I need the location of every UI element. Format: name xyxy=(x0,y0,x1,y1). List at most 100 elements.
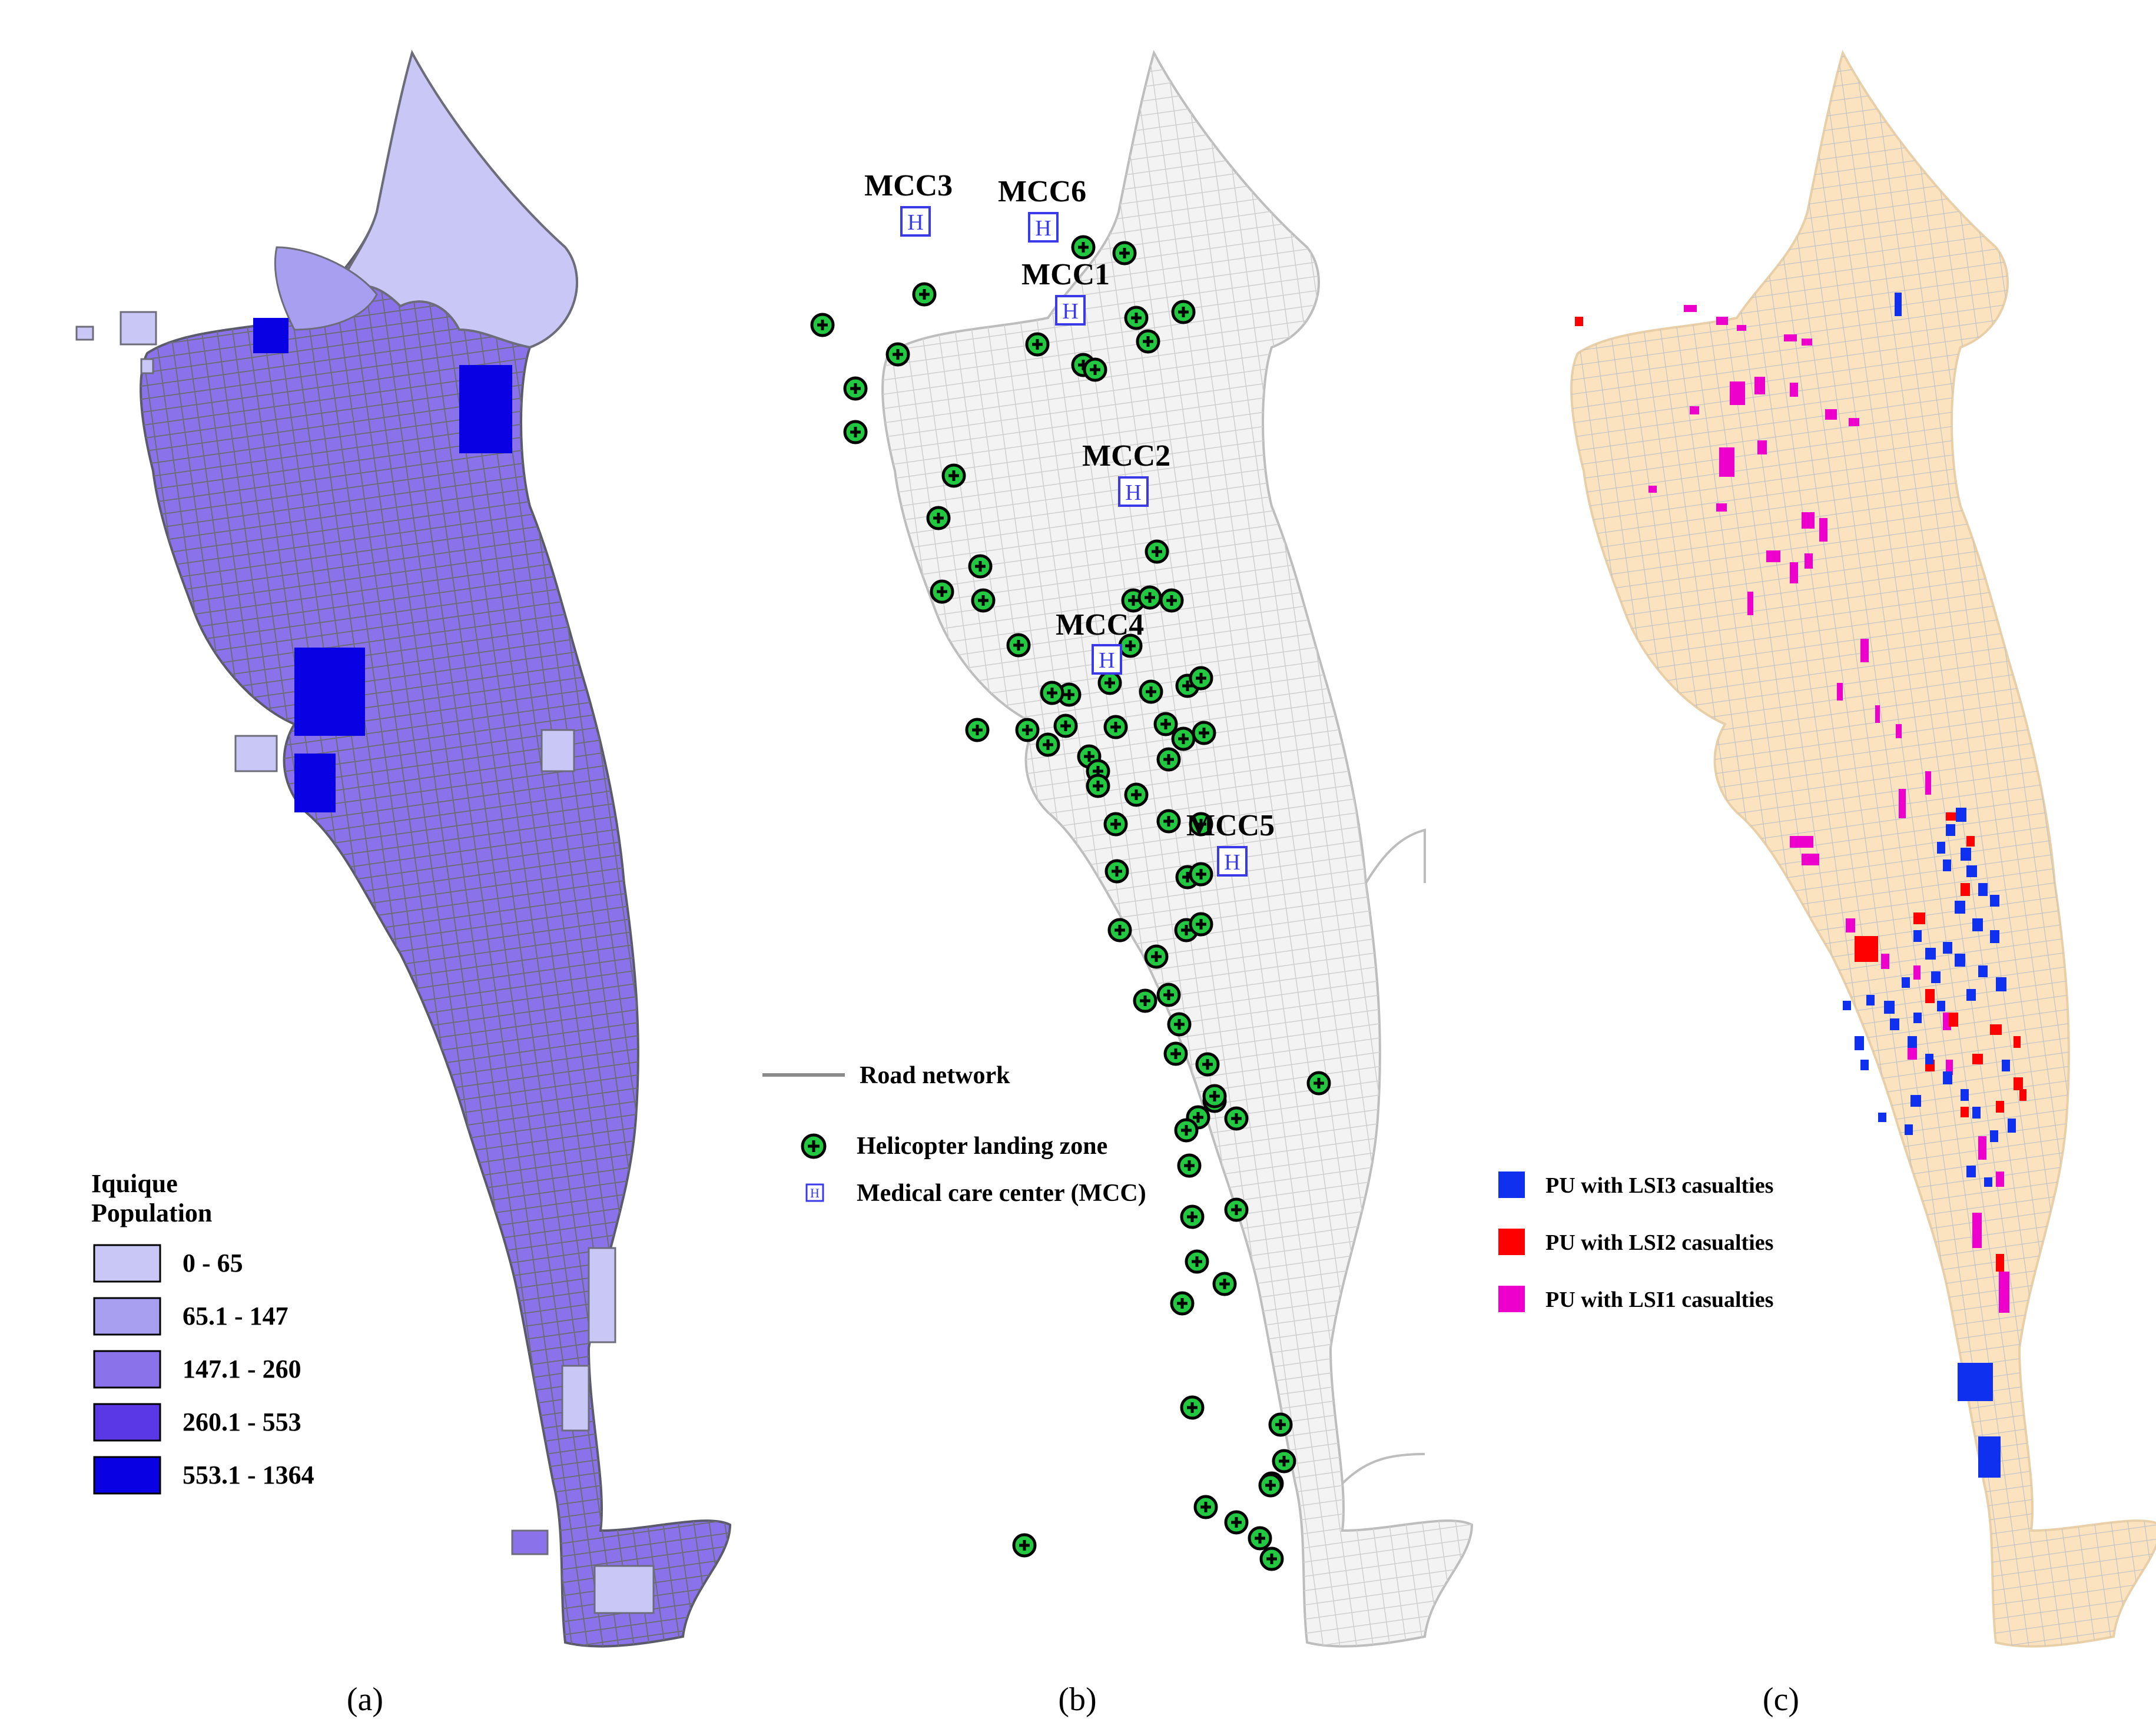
road-network-legend-label: Road network xyxy=(860,1062,1010,1089)
casualty-block xyxy=(1913,965,1921,980)
casualty-block xyxy=(1946,812,1958,821)
casualty-block xyxy=(1925,1054,1933,1064)
casualty-block xyxy=(1757,440,1767,454)
mcc-marker xyxy=(1118,476,1149,507)
helicopter-landing-zone-cross xyxy=(1140,995,1150,1006)
helicopter-landing-zone-cross xyxy=(1131,789,1142,800)
helicopter-landing-zone-cross xyxy=(1112,866,1122,877)
helicopter-landing-zone-cross xyxy=(978,595,989,606)
helicopter-landing-zone-cross xyxy=(919,289,930,300)
helicopter-landing-zone-cross xyxy=(1060,721,1071,731)
casualty-block xyxy=(1943,1071,1952,1084)
casualty-block xyxy=(1946,824,1955,836)
helicopter-landing-zone-cross xyxy=(948,470,959,481)
panel-b-south-road xyxy=(1341,1453,1425,1485)
helicopter-landing-zone-cross xyxy=(1032,339,1043,350)
casualty-block xyxy=(1837,683,1843,701)
casualty-block xyxy=(1849,418,1859,426)
helicopter-landing-zone-cross xyxy=(1265,1480,1276,1491)
helicopter-landing-zone-cross xyxy=(1125,641,1136,651)
mcc-marker xyxy=(1092,644,1122,675)
helicopter-landing-zone-cross xyxy=(1084,751,1094,762)
casualty-block xyxy=(1978,1136,1986,1160)
panel-a-map xyxy=(75,49,732,1648)
helicopter-landing-zone-cross xyxy=(1231,1113,1242,1124)
helicopter-landing-zone-cross xyxy=(1022,725,1033,735)
helicopter-landing-zones xyxy=(810,235,1331,1571)
panel-label-c: (c) xyxy=(1763,1681,1799,1718)
casualty-block xyxy=(1910,1095,1921,1107)
helicopter-landing-zone-cross xyxy=(1143,336,1153,347)
casualty-block xyxy=(1802,339,1812,346)
helicopter-landing-zone-cross xyxy=(1187,1402,1198,1413)
helicopter-landing-zone-cross xyxy=(893,349,903,360)
mcc-legend-icon xyxy=(805,1183,824,1202)
helicopter-landing-zone-cross xyxy=(817,320,828,330)
helicopter-landing-zone-cross xyxy=(937,586,947,597)
helicopter-landing-zone-cross xyxy=(1181,925,1192,935)
population-legend-label-2: 147.1 - 260 xyxy=(183,1355,301,1383)
mcc-label-0: MCC3 xyxy=(864,169,953,203)
helicopter-landing-zone-cross xyxy=(1128,595,1139,606)
mcc-marker xyxy=(1217,846,1248,877)
helicopter-landing-zone-cross xyxy=(1163,990,1174,1000)
mcc-h-icon: H xyxy=(1224,850,1240,875)
casualty-block xyxy=(1790,836,1813,848)
mcc-legend-h-icon: H xyxy=(810,1186,820,1200)
population-legend-label-1: 65.1 - 147 xyxy=(183,1302,288,1330)
casualty-legend-label-1: PU with LSI2 casualties xyxy=(1545,1230,1773,1255)
casualty-block xyxy=(1860,1060,1869,1070)
panel-label-a: (a) xyxy=(347,1681,383,1718)
helicopter-landing-zone-cross xyxy=(1266,1554,1277,1564)
helicopter-landing-zone-cross xyxy=(1178,307,1189,317)
casualty-block xyxy=(1955,901,1965,914)
helicopter-landing-zone-cross xyxy=(1275,1419,1286,1430)
casualty-block xyxy=(2014,1036,2021,1048)
panel-c-map xyxy=(1570,52,2156,1648)
panel-a-block-dark-2 xyxy=(294,648,365,736)
panel-a-island-1 xyxy=(120,311,157,346)
helicopter-landing-zone-cross xyxy=(1199,728,1209,738)
mcc-label-1: MCC6 xyxy=(998,175,1086,208)
helicopter-landing-zone-cross xyxy=(972,725,983,735)
casualty-block xyxy=(1866,995,1875,1005)
helicopter-landing-zone-cross xyxy=(1184,1160,1195,1171)
population-legend-label-4: 553.1 - 1364 xyxy=(183,1461,314,1489)
casualty-block xyxy=(1855,1036,1864,1050)
casualty-block xyxy=(1925,771,1931,795)
casualty-block xyxy=(1972,1054,1983,1064)
casualty-block xyxy=(1972,918,1983,931)
casualty-block xyxy=(1972,1213,1982,1248)
casualty-block xyxy=(1737,325,1746,331)
casualty-block xyxy=(1937,842,1945,854)
casualty-block xyxy=(1905,1124,1913,1135)
casualty-block xyxy=(1846,918,1855,932)
casualty-block xyxy=(1895,293,1902,316)
mcc-h-icon: H xyxy=(1035,216,1051,241)
helicopter-landing-zone-cross xyxy=(1170,1048,1181,1059)
casualty-block xyxy=(1996,1172,2004,1187)
casualty-block xyxy=(1990,930,1999,943)
helicopter-landing-zone-cross xyxy=(1151,951,1162,962)
casualty-block xyxy=(1925,989,1935,1003)
casualty-block xyxy=(1802,854,1819,865)
casualty-legend: PU with LSI3 casualties PU with LSI2 casu… xyxy=(1498,1172,1773,1312)
panel-a-block-light-2 xyxy=(561,1365,590,1432)
casualty-block xyxy=(1978,965,1988,977)
casualty-block xyxy=(1890,1018,1899,1030)
casualty-block xyxy=(1961,848,1971,861)
mcc-label-4: MCC4 xyxy=(1056,608,1144,642)
casualty-legend-swatch-0 xyxy=(1498,1172,1525,1198)
casualty-block xyxy=(2008,1119,2016,1133)
population-legend-swatch-1 xyxy=(93,1297,161,1336)
helicopter-landing-zone-cross xyxy=(1202,1059,1213,1070)
casualty-block xyxy=(1996,1101,2004,1113)
mcc-marker xyxy=(1028,212,1059,243)
casualty-block xyxy=(1966,1166,1976,1177)
helicopter-landing-zone-cross xyxy=(1064,689,1074,700)
mcc-h-icon: H xyxy=(1125,480,1141,505)
mcc-label-3: MCC2 xyxy=(1082,439,1170,473)
panel-b-map xyxy=(881,52,1473,1648)
helicopter-landing-zone-cross xyxy=(1160,719,1171,729)
